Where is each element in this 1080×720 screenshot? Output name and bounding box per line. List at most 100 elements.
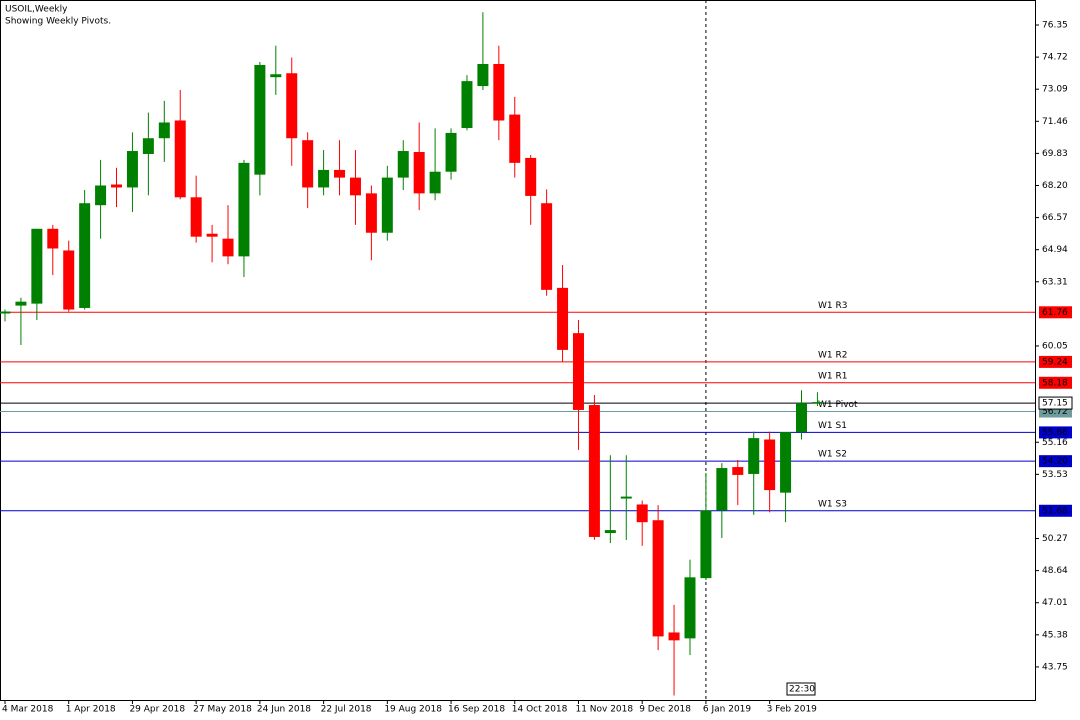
x-tick-label: 1 Apr 2018 [66, 705, 116, 715]
chart-subtitle: Showing Weekly Pivots. [5, 17, 111, 27]
pivot-label: W1 R2 [818, 350, 847, 360]
candle-body [286, 73, 298, 139]
pivot-label: W1 S1 [818, 421, 847, 431]
time-box [786, 682, 816, 696]
candle-body [222, 238, 234, 257]
pivot-label: W1 Pivot [818, 400, 858, 410]
candle-body [254, 64, 266, 175]
candle-body [63, 250, 75, 310]
candle-body [95, 185, 107, 206]
candle-body [111, 184, 123, 188]
price-box-label: 55.66 [1042, 428, 1068, 438]
x-tick-label: 4 Mar 2018 [2, 705, 54, 715]
price-box-label: 51.68 [1042, 506, 1068, 516]
price-box [1039, 306, 1072, 319]
candle-body [47, 228, 59, 249]
y-tick-label: 73.09 [1042, 85, 1068, 95]
y-tick-label: 63.31 [1042, 277, 1068, 287]
pivot-label: W1 R1 [818, 371, 847, 381]
y-tick-label: 47.01 [1042, 598, 1068, 608]
candle-body [429, 171, 441, 194]
y-tick-label: 68.20 [1042, 181, 1068, 191]
candle-body [206, 233, 218, 237]
candle-body [604, 530, 616, 534]
x-tick-label: 27 May 2018 [193, 705, 252, 715]
y-tick-label: 50.27 [1042, 534, 1068, 544]
y-tick-label: 76.35 [1042, 21, 1068, 31]
candle-body [79, 203, 91, 308]
candle-body [413, 152, 425, 194]
price-box [1038, 396, 1073, 410]
candle-body [588, 405, 600, 537]
x-tick-label: 19 Aug 2018 [384, 705, 442, 715]
candle-body [158, 122, 170, 139]
candle-body [31, 228, 43, 304]
candle-body [238, 162, 250, 257]
candle-body [270, 74, 282, 78]
candle-body [700, 510, 712, 579]
price-box-label: 54.20 [1042, 457, 1068, 467]
y-tick-label: 66.57 [1042, 213, 1068, 223]
candle-body [636, 504, 648, 523]
candle-body [668, 632, 680, 641]
candle-body [365, 193, 377, 233]
y-tick-label: 45.38 [1042, 630, 1068, 640]
candle-body [15, 301, 27, 306]
candle-body [780, 432, 792, 493]
candle-body [509, 114, 521, 163]
candle-body [302, 140, 314, 188]
plot-frame [0, 0, 1036, 701]
candle-body [557, 287, 569, 350]
y-tick-label: 55.16 [1042, 438, 1068, 448]
candle-body [174, 120, 186, 198]
candle-body [620, 496, 632, 499]
candle-body [381, 177, 393, 233]
candle-body [190, 197, 202, 237]
candle-body [796, 403, 807, 433]
candle-body [652, 520, 664, 637]
price-box [1039, 376, 1072, 389]
x-tick-label: 6 Jan 2019 [703, 705, 751, 715]
candle-body [318, 169, 330, 188]
candle-body [493, 63, 505, 121]
candle-body [445, 132, 457, 172]
candle-body [334, 169, 346, 178]
candle-body [684, 577, 696, 639]
price-box [1039, 355, 1072, 368]
candle-body [397, 151, 409, 178]
x-tick-label: 22 Jul 2018 [321, 705, 372, 715]
pivot-label: W1 S2 [818, 450, 847, 460]
x-tick-label: 16 Sep 2018 [448, 705, 505, 715]
price-box-label: 59.24 [1042, 357, 1068, 367]
candle-body [716, 468, 728, 511]
candle-body [572, 333, 584, 410]
price-box-label: 57.15 [1042, 399, 1068, 409]
price-box-label: 56.72 [1042, 407, 1068, 417]
y-tick-label: 60.05 [1042, 341, 1068, 351]
y-tick-label: 53.53 [1042, 470, 1068, 480]
candle-body [732, 467, 744, 475]
x-tick-label: 24 Jun 2018 [257, 705, 311, 715]
candle-body [811, 402, 823, 404]
candle-body [349, 177, 361, 196]
candle-body [126, 151, 138, 188]
candle-body [748, 438, 760, 474]
pivot-label: W1 S3 [818, 499, 847, 509]
candle-body [764, 439, 776, 491]
chart-title: USOIL,Weekly [5, 5, 68, 15]
price-box [1039, 455, 1072, 468]
y-tick-label: 43.75 [1042, 662, 1068, 672]
y-tick-label: 69.83 [1042, 149, 1068, 159]
candle-body [525, 157, 537, 196]
candle-body [0, 311, 11, 314]
y-tick-label: 64.94 [1042, 245, 1068, 255]
x-tick-label: 29 Apr 2018 [129, 705, 185, 715]
time-label: 22:30 [789, 685, 815, 695]
candle-body [461, 81, 473, 128]
y-tick-label: 48.64 [1042, 566, 1068, 576]
x-tick-label: 3 Feb 2019 [767, 705, 818, 715]
x-tick-label: 9 Dec 2018 [639, 705, 691, 715]
x-tick-label: 11 Nov 2018 [575, 705, 633, 715]
